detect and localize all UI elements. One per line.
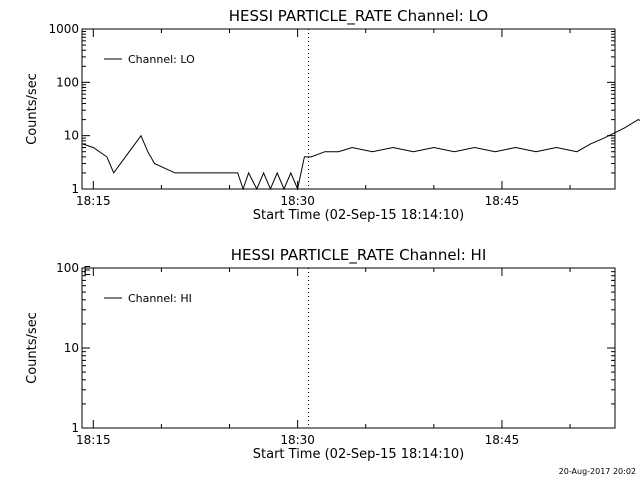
panel2-x-tick-label: 18:45 (485, 433, 520, 447)
panel1-series-line (82, 119, 640, 191)
generation-timestamp: 20-Aug-2017 20:02 (559, 467, 636, 476)
panel2-y-axis-label: Counts/sec (25, 312, 40, 384)
panel2-x-tick-label: 18:15 (76, 433, 111, 447)
panel2-x-axis-label: Start Time (02-Sep-15 18:14:10) (253, 447, 464, 462)
panel1-y-axis-label: Counts/sec (25, 73, 40, 145)
panel1-plot-frame (81, 28, 616, 190)
panel1-y-tick-label: 10 (64, 129, 79, 143)
panel1-y-tick-label: 100 (56, 75, 79, 89)
panel1-x-tick-label: 18:15 (76, 194, 111, 208)
panel2-y-tick-label: 10 (64, 341, 79, 355)
panel2-y-tick-label: 1 (71, 421, 79, 435)
panel2-y-tick-label: 100 (56, 261, 79, 275)
panel1-y-tick-label: 1 (71, 182, 79, 196)
panel2-legend-label: Channel: HI (128, 292, 192, 305)
panel2-marker-label: E (83, 264, 91, 278)
panel1-y-tick-label: 1000 (48, 22, 79, 36)
panel2-title: HESSI PARTICLE_RATE Channel: HI (231, 246, 487, 265)
panel1-title: HESSI PARTICLE_RATE Channel: LO (229, 7, 488, 26)
panel1-legend-label: Channel: LO (128, 53, 195, 66)
panel1-x-tick-label: 18:45 (485, 194, 520, 208)
panel2-x-tick-label: 18:30 (280, 433, 315, 447)
panel1-x-tick-label: 18:30 (280, 194, 315, 208)
panel1-x-axis-label: Start Time (02-Sep-15 18:14:10) (253, 208, 464, 223)
